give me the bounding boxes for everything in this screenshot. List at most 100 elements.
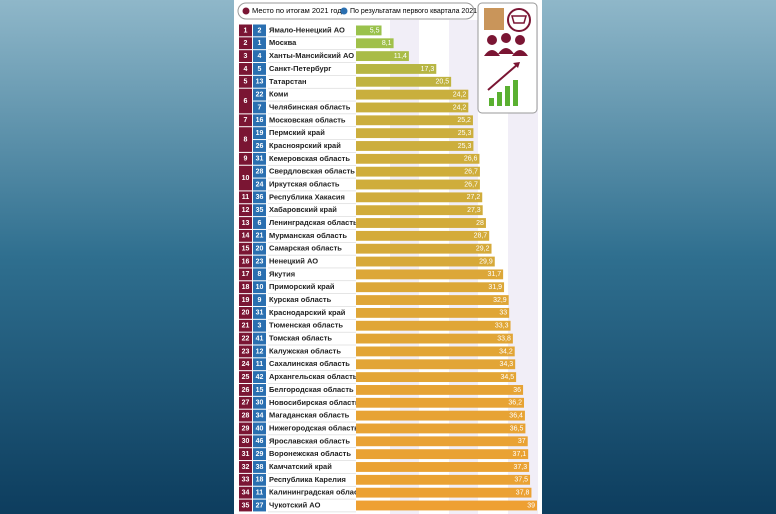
- rank-q1: 2: [258, 27, 262, 34]
- rank-cell: [253, 88, 266, 101]
- region-name: Пермский край: [269, 128, 325, 137]
- rank-cell: [239, 114, 252, 127]
- rank-2021: 8: [244, 136, 248, 143]
- rank-cell: [239, 345, 252, 358]
- rank-2021: 15: [242, 246, 250, 253]
- rank-cell: [253, 255, 266, 268]
- rank-cell: [253, 50, 266, 63]
- value-label: 36,4: [509, 412, 523, 419]
- rank-2021: 30: [242, 438, 250, 445]
- region-name: Республика Карелия: [269, 475, 346, 484]
- region-name: Краснодарский край: [269, 308, 346, 317]
- value-label: 37: [518, 438, 526, 445]
- value-label: 34,3: [500, 361, 514, 368]
- rank-cell: [253, 384, 266, 396]
- region-name: Татарстан: [269, 77, 307, 86]
- rank-q1: 8: [258, 271, 262, 278]
- rank-cell: [253, 165, 266, 178]
- legend-marker: [242, 7, 250, 15]
- region-name: Ханты-Мансийский АО: [269, 51, 354, 60]
- rank-cell: [239, 448, 252, 461]
- rank-cell: [253, 63, 266, 75]
- rank-cell: [253, 461, 266, 473]
- rank-q1: 22: [256, 91, 264, 98]
- bar: [356, 320, 511, 331]
- rank-cell: [239, 24, 252, 37]
- rank-cell: [253, 114, 266, 127]
- rank-2021: 6: [244, 98, 248, 105]
- region-name: Ленинградская область: [269, 218, 358, 227]
- region-name: Чукотский АО: [269, 500, 321, 509]
- rank-2021: 20: [242, 310, 250, 317]
- value-label: 29,2: [476, 246, 490, 253]
- legend-label: По результатам первого квартала 2021 год…: [350, 8, 493, 15]
- rank-2021: 14: [242, 233, 250, 240]
- rank-cell: [239, 294, 252, 306]
- region-name: Московская область: [269, 115, 346, 124]
- region-name: Воронежская область: [269, 449, 351, 458]
- region-name: Приморский край: [269, 282, 335, 291]
- bar: [356, 115, 473, 126]
- rank-2021: 11: [242, 194, 250, 201]
- rank-2021: 26: [242, 387, 250, 394]
- rank-cell: [253, 473, 266, 486]
- rank-q1: 15: [256, 387, 264, 394]
- bar: [356, 333, 513, 344]
- rank-2021: 5: [244, 79, 248, 86]
- bar: [356, 410, 525, 421]
- rank-2021: 32: [242, 464, 250, 471]
- rank-q1: 11: [256, 490, 264, 497]
- rank-cell: [253, 229, 266, 242]
- value-label: 17,3: [421, 66, 435, 73]
- region-name: Красноярский край: [269, 141, 341, 150]
- rank-cell: [253, 178, 266, 191]
- rank-cell: [253, 319, 266, 332]
- bar: [356, 423, 526, 434]
- region-name: Свердловская область: [269, 167, 355, 176]
- rank-cell: [239, 409, 252, 422]
- value-label: 37,3: [513, 464, 527, 471]
- rank-cell: [239, 306, 252, 319]
- bar: [356, 179, 480, 190]
- value-label: 31,9: [488, 284, 502, 291]
- value-label: 37,8: [516, 490, 530, 497]
- bar: [356, 359, 516, 370]
- bar: [356, 51, 409, 62]
- rank-cell: [253, 396, 266, 409]
- rank-2021: 24: [242, 361, 250, 368]
- rank-2021: 17: [242, 271, 250, 278]
- region-name: Калининградская область: [269, 488, 367, 497]
- region-name: Москва: [269, 38, 297, 47]
- rank-q1: 35: [256, 207, 264, 214]
- rank-cell: [253, 281, 266, 294]
- rank-q1: 21: [256, 233, 264, 240]
- rank-q1: 10: [256, 284, 264, 291]
- rank-cell: [253, 409, 266, 422]
- rank-2021: 27: [242, 400, 250, 407]
- rank-2021: 23: [242, 348, 250, 355]
- bar: [356, 141, 474, 151]
- bar: [356, 346, 515, 357]
- rank-cell: [253, 75, 266, 88]
- rank-cell: [253, 24, 266, 37]
- rank-cell: [253, 140, 266, 152]
- rank-cell: [253, 358, 266, 371]
- rank-cell: [239, 319, 252, 332]
- rank-q1: 3: [258, 323, 262, 330]
- rank-cell: [253, 204, 266, 217]
- legend-label: Место по итогам 2021 года: [252, 6, 347, 15]
- region-name: Санкт-Петербург: [269, 64, 331, 73]
- rank-2021: 1: [244, 27, 248, 34]
- rank-q1: 34: [256, 412, 264, 419]
- value-label: 27,3: [467, 207, 481, 214]
- bar: [356, 102, 469, 113]
- rank-q1: 6: [258, 220, 262, 227]
- rank-cell: [253, 345, 266, 358]
- value-label: 28: [476, 220, 484, 227]
- value-label: 26,6: [464, 156, 478, 163]
- rank-q1: 19: [256, 130, 264, 137]
- rank-q1: 30: [256, 400, 264, 407]
- rank-cell: [239, 461, 252, 473]
- rank-cell: [253, 294, 266, 306]
- rank-2021: 7: [244, 117, 248, 124]
